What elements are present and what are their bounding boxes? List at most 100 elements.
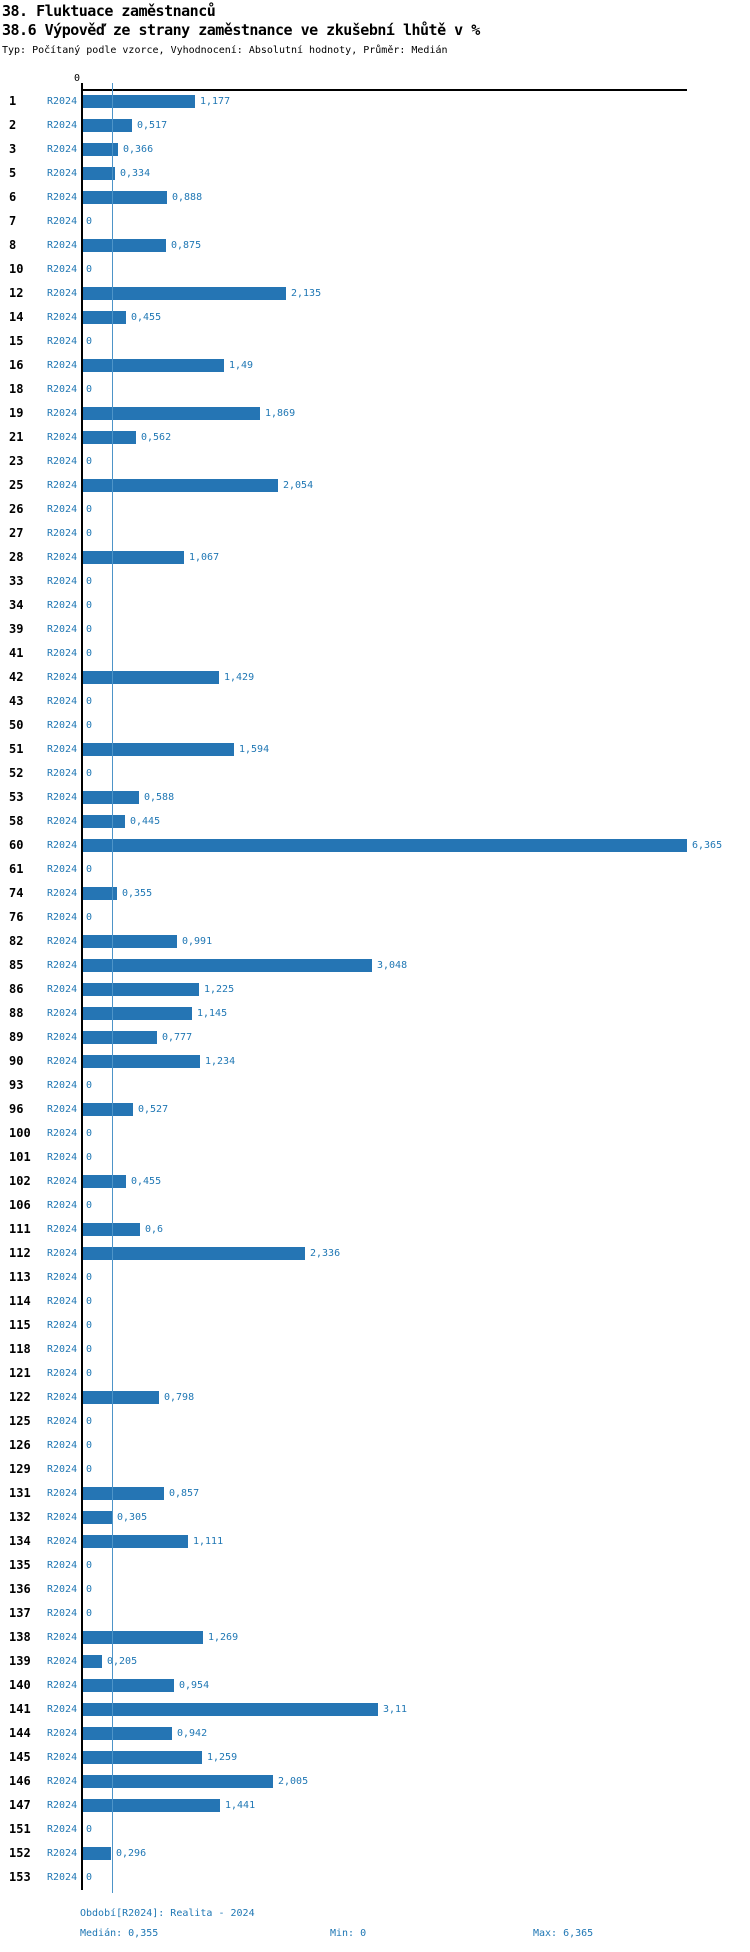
row-id-label: 51 xyxy=(9,742,24,756)
row-id-label: 139 xyxy=(9,1654,31,1668)
chart-row: 43 R2024 0 xyxy=(0,689,750,713)
series-label: R2024 xyxy=(47,1080,78,1091)
row-id-label: 112 xyxy=(9,1246,31,1260)
series-label: R2024 xyxy=(47,1800,78,1811)
value-bar xyxy=(83,1679,174,1692)
series-label: R2024 xyxy=(47,1752,78,1763)
value-label: 0,6 xyxy=(145,1224,164,1235)
value-label: 0 xyxy=(86,384,93,395)
series-label: R2024 xyxy=(47,936,78,947)
value-bar xyxy=(83,311,126,324)
series-label: R2024 xyxy=(47,1008,78,1019)
series-label: R2024 xyxy=(47,1176,78,1187)
value-label: 0,296 xyxy=(116,1848,147,1859)
chart-row: 10 R2024 0 xyxy=(0,257,750,281)
chart-row: 82 R2024 0,991 xyxy=(0,929,750,953)
chart-row: 102 R2024 0,455 xyxy=(0,1169,750,1193)
series-label: R2024 xyxy=(47,1656,78,1667)
series-label: R2024 xyxy=(47,1224,78,1235)
chart-row: 112 R2024 2,336 xyxy=(0,1241,750,1265)
chart-row: 19 R2024 1,869 xyxy=(0,401,750,425)
series-label: R2024 xyxy=(47,1464,78,1475)
row-id-label: 14 xyxy=(9,310,24,324)
row-id-label: 111 xyxy=(9,1222,31,1236)
value-label: 0,954 xyxy=(179,1680,210,1691)
value-label: 0 xyxy=(86,912,93,923)
series-label: R2024 xyxy=(47,624,78,635)
value-label: 0 xyxy=(86,1320,93,1331)
value-label: 0 xyxy=(86,648,93,659)
value-bar xyxy=(83,1007,192,1020)
row-id-label: 138 xyxy=(9,1630,31,1644)
series-label: R2024 xyxy=(47,1200,78,1211)
row-id-label: 135 xyxy=(9,1558,31,1572)
row-id-label: 144 xyxy=(9,1726,31,1740)
footer-stats: Medián: 0,355 Min: 0 Max: 6,365 xyxy=(0,1928,750,1942)
chart-meta: Typ: Počítaný podle vzorce, Vyhodnocení:… xyxy=(2,45,448,56)
chart-row: 141 R2024 3,11 xyxy=(0,1697,750,1721)
series-label: R2024 xyxy=(47,984,78,995)
value-label: 0 xyxy=(86,1344,93,1355)
series-label: R2024 xyxy=(47,1776,78,1787)
chart-row: 139 R2024 0,205 xyxy=(0,1649,750,1673)
series-label: R2024 xyxy=(47,600,78,611)
chart-row: 118 R2024 0 xyxy=(0,1337,750,1361)
series-label: R2024 xyxy=(47,456,78,467)
value-bar xyxy=(83,95,195,108)
row-id-label: 41 xyxy=(9,646,24,660)
series-label: R2024 xyxy=(47,1320,78,1331)
chart-row: 15 R2024 0 xyxy=(0,329,750,353)
series-label: R2024 xyxy=(47,264,78,275)
chart-row: 76 R2024 0 xyxy=(0,905,750,929)
row-id-label: 88 xyxy=(9,1006,24,1020)
series-label: R2024 xyxy=(47,816,78,827)
value-label: 0 xyxy=(86,624,93,635)
value-bar xyxy=(83,1727,172,1740)
y-axis-line xyxy=(81,83,83,1890)
value-label: 0 xyxy=(86,504,93,515)
value-label: 1,429 xyxy=(224,672,255,683)
row-id-label: 34 xyxy=(9,598,24,612)
series-label: R2024 xyxy=(47,1488,78,1499)
value-bar xyxy=(83,1511,112,1524)
value-bar xyxy=(83,1655,102,1668)
series-label: R2024 xyxy=(47,504,78,515)
row-id-label: 15 xyxy=(9,334,24,348)
row-id-label: 7 xyxy=(9,214,17,228)
footer-min-label: Min: 0 xyxy=(330,1928,367,1939)
value-bar xyxy=(83,959,372,972)
value-label: 0,445 xyxy=(130,816,161,827)
value-label: 1,441 xyxy=(225,1800,256,1811)
value-label: 0 xyxy=(86,1872,93,1883)
value-label: 0,455 xyxy=(131,1176,162,1187)
chart-row: 26 R2024 0 xyxy=(0,497,750,521)
chart-row: 89 R2024 0,777 xyxy=(0,1025,750,1049)
row-id-label: 134 xyxy=(9,1534,31,1548)
chart-row: 28 R2024 1,067 xyxy=(0,545,750,569)
row-id-label: 102 xyxy=(9,1174,31,1188)
chart-row: 52 R2024 0 xyxy=(0,761,750,785)
chart-row: 126 R2024 0 xyxy=(0,1433,750,1457)
row-id-label: 16 xyxy=(9,358,24,372)
series-label: R2024 xyxy=(47,1128,78,1139)
value-label: 0 xyxy=(86,1464,93,1475)
series-label: R2024 xyxy=(47,480,78,491)
series-label: R2024 xyxy=(47,1296,78,1307)
row-id-label: 140 xyxy=(9,1678,31,1692)
series-label: R2024 xyxy=(47,336,78,347)
chart-row: 16 R2024 1,49 xyxy=(0,353,750,377)
value-bar xyxy=(83,935,177,948)
value-label: 0 xyxy=(86,1440,93,1451)
chart-row: 106 R2024 0 xyxy=(0,1193,750,1217)
value-label: 0 xyxy=(86,528,93,539)
series-label: R2024 xyxy=(47,912,78,923)
series-label: R2024 xyxy=(47,696,78,707)
chart-row: 61 R2024 0 xyxy=(0,857,750,881)
row-id-label: 43 xyxy=(9,694,24,708)
chart-row: 152 R2024 0,296 xyxy=(0,1841,750,1865)
median-reference-line xyxy=(112,83,113,1893)
value-label: 1,269 xyxy=(208,1632,239,1643)
chart-row: 114 R2024 0 xyxy=(0,1289,750,1313)
chart-row: 42 R2024 1,429 xyxy=(0,665,750,689)
chart-row: 41 R2024 0 xyxy=(0,641,750,665)
